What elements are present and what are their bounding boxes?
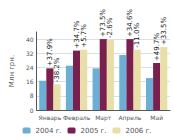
svg-text:-2.6%: -2.6% — [106, 17, 114, 38]
svg-text:+34.7%: +34.7% — [72, 20, 81, 49]
svg-text:2004 г.: 2004 г. — [36, 127, 62, 135]
svg-text:Январь: Январь — [39, 114, 62, 122]
svg-text:+73.5%: +73.5% — [99, 9, 108, 38]
svg-text:Май: Май — [150, 114, 163, 121]
svg-text:16: 16 — [26, 78, 34, 85]
svg-text:2005 г.: 2005 г. — [81, 127, 107, 135]
svg-text:+5.7%: +5.7% — [80, 24, 88, 48]
svg-text:+37.9%: +37.9% — [45, 38, 54, 67]
svg-text:8: 8 — [30, 92, 34, 99]
svg-text:+49.7%: +49.7% — [152, 32, 161, 61]
svg-text:-11.0%: -11.0% — [133, 23, 141, 48]
svg-text:2006 г.: 2006 г. — [125, 127, 151, 135]
svg-text:0: 0 — [30, 107, 34, 114]
svg-text:+34.6%: +34.6% — [126, 9, 134, 38]
svg-text:32: 32 — [26, 50, 34, 57]
svg-text:+33.5%: +33.5% — [160, 17, 168, 45]
svg-text:Млн грн.: Млн грн. — [8, 55, 16, 87]
svg-text:24: 24 — [26, 64, 34, 71]
svg-text:Март: Март — [95, 114, 112, 122]
svg-text:Апрель: Апрель — [119, 114, 142, 122]
svg-text:Февраль: Февраль — [63, 114, 91, 122]
svg-text:40: 40 — [26, 36, 34, 43]
svg-text:-38.2%: -38.2% — [53, 57, 61, 82]
